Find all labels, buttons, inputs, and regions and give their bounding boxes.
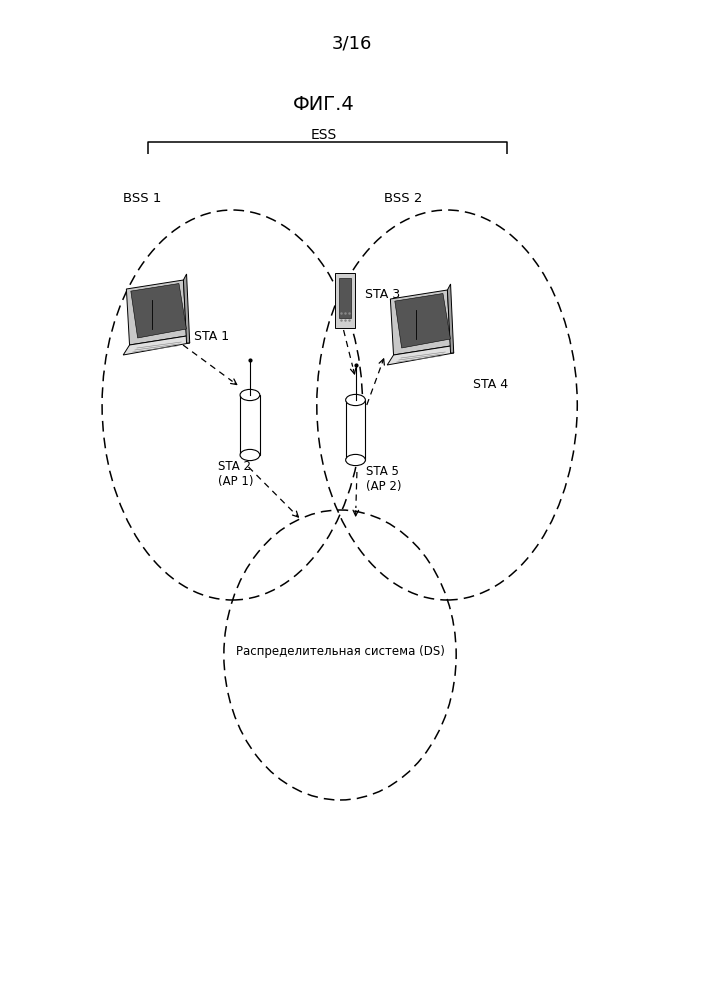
Polygon shape (240, 395, 260, 455)
Text: STA 5
(AP 2): STA 5 (AP 2) (366, 465, 401, 493)
Polygon shape (335, 273, 355, 328)
Text: ESS: ESS (310, 128, 337, 142)
Ellipse shape (240, 449, 260, 461)
Text: STA 1: STA 1 (194, 330, 229, 344)
Text: STA 2
(AP 1): STA 2 (AP 1) (218, 460, 253, 488)
Ellipse shape (240, 389, 260, 401)
Text: STA 3: STA 3 (365, 288, 400, 300)
Text: BSS 1: BSS 1 (123, 192, 162, 205)
Ellipse shape (346, 394, 365, 406)
Text: BSS 2: BSS 2 (384, 192, 422, 205)
Polygon shape (127, 280, 187, 345)
Text: 3/16: 3/16 (332, 35, 372, 53)
Polygon shape (390, 290, 451, 355)
Polygon shape (395, 294, 451, 348)
Polygon shape (131, 284, 187, 338)
Ellipse shape (346, 454, 365, 466)
Polygon shape (448, 284, 453, 353)
Polygon shape (387, 346, 453, 365)
Text: Распределительная система (DS): Распределительная система (DS) (236, 646, 444, 658)
Polygon shape (123, 336, 190, 355)
Text: ФИГ.4: ФИГ.4 (293, 95, 355, 114)
Polygon shape (183, 274, 190, 343)
Polygon shape (339, 278, 351, 318)
Text: STA 4: STA 4 (473, 378, 508, 391)
Polygon shape (346, 400, 365, 460)
